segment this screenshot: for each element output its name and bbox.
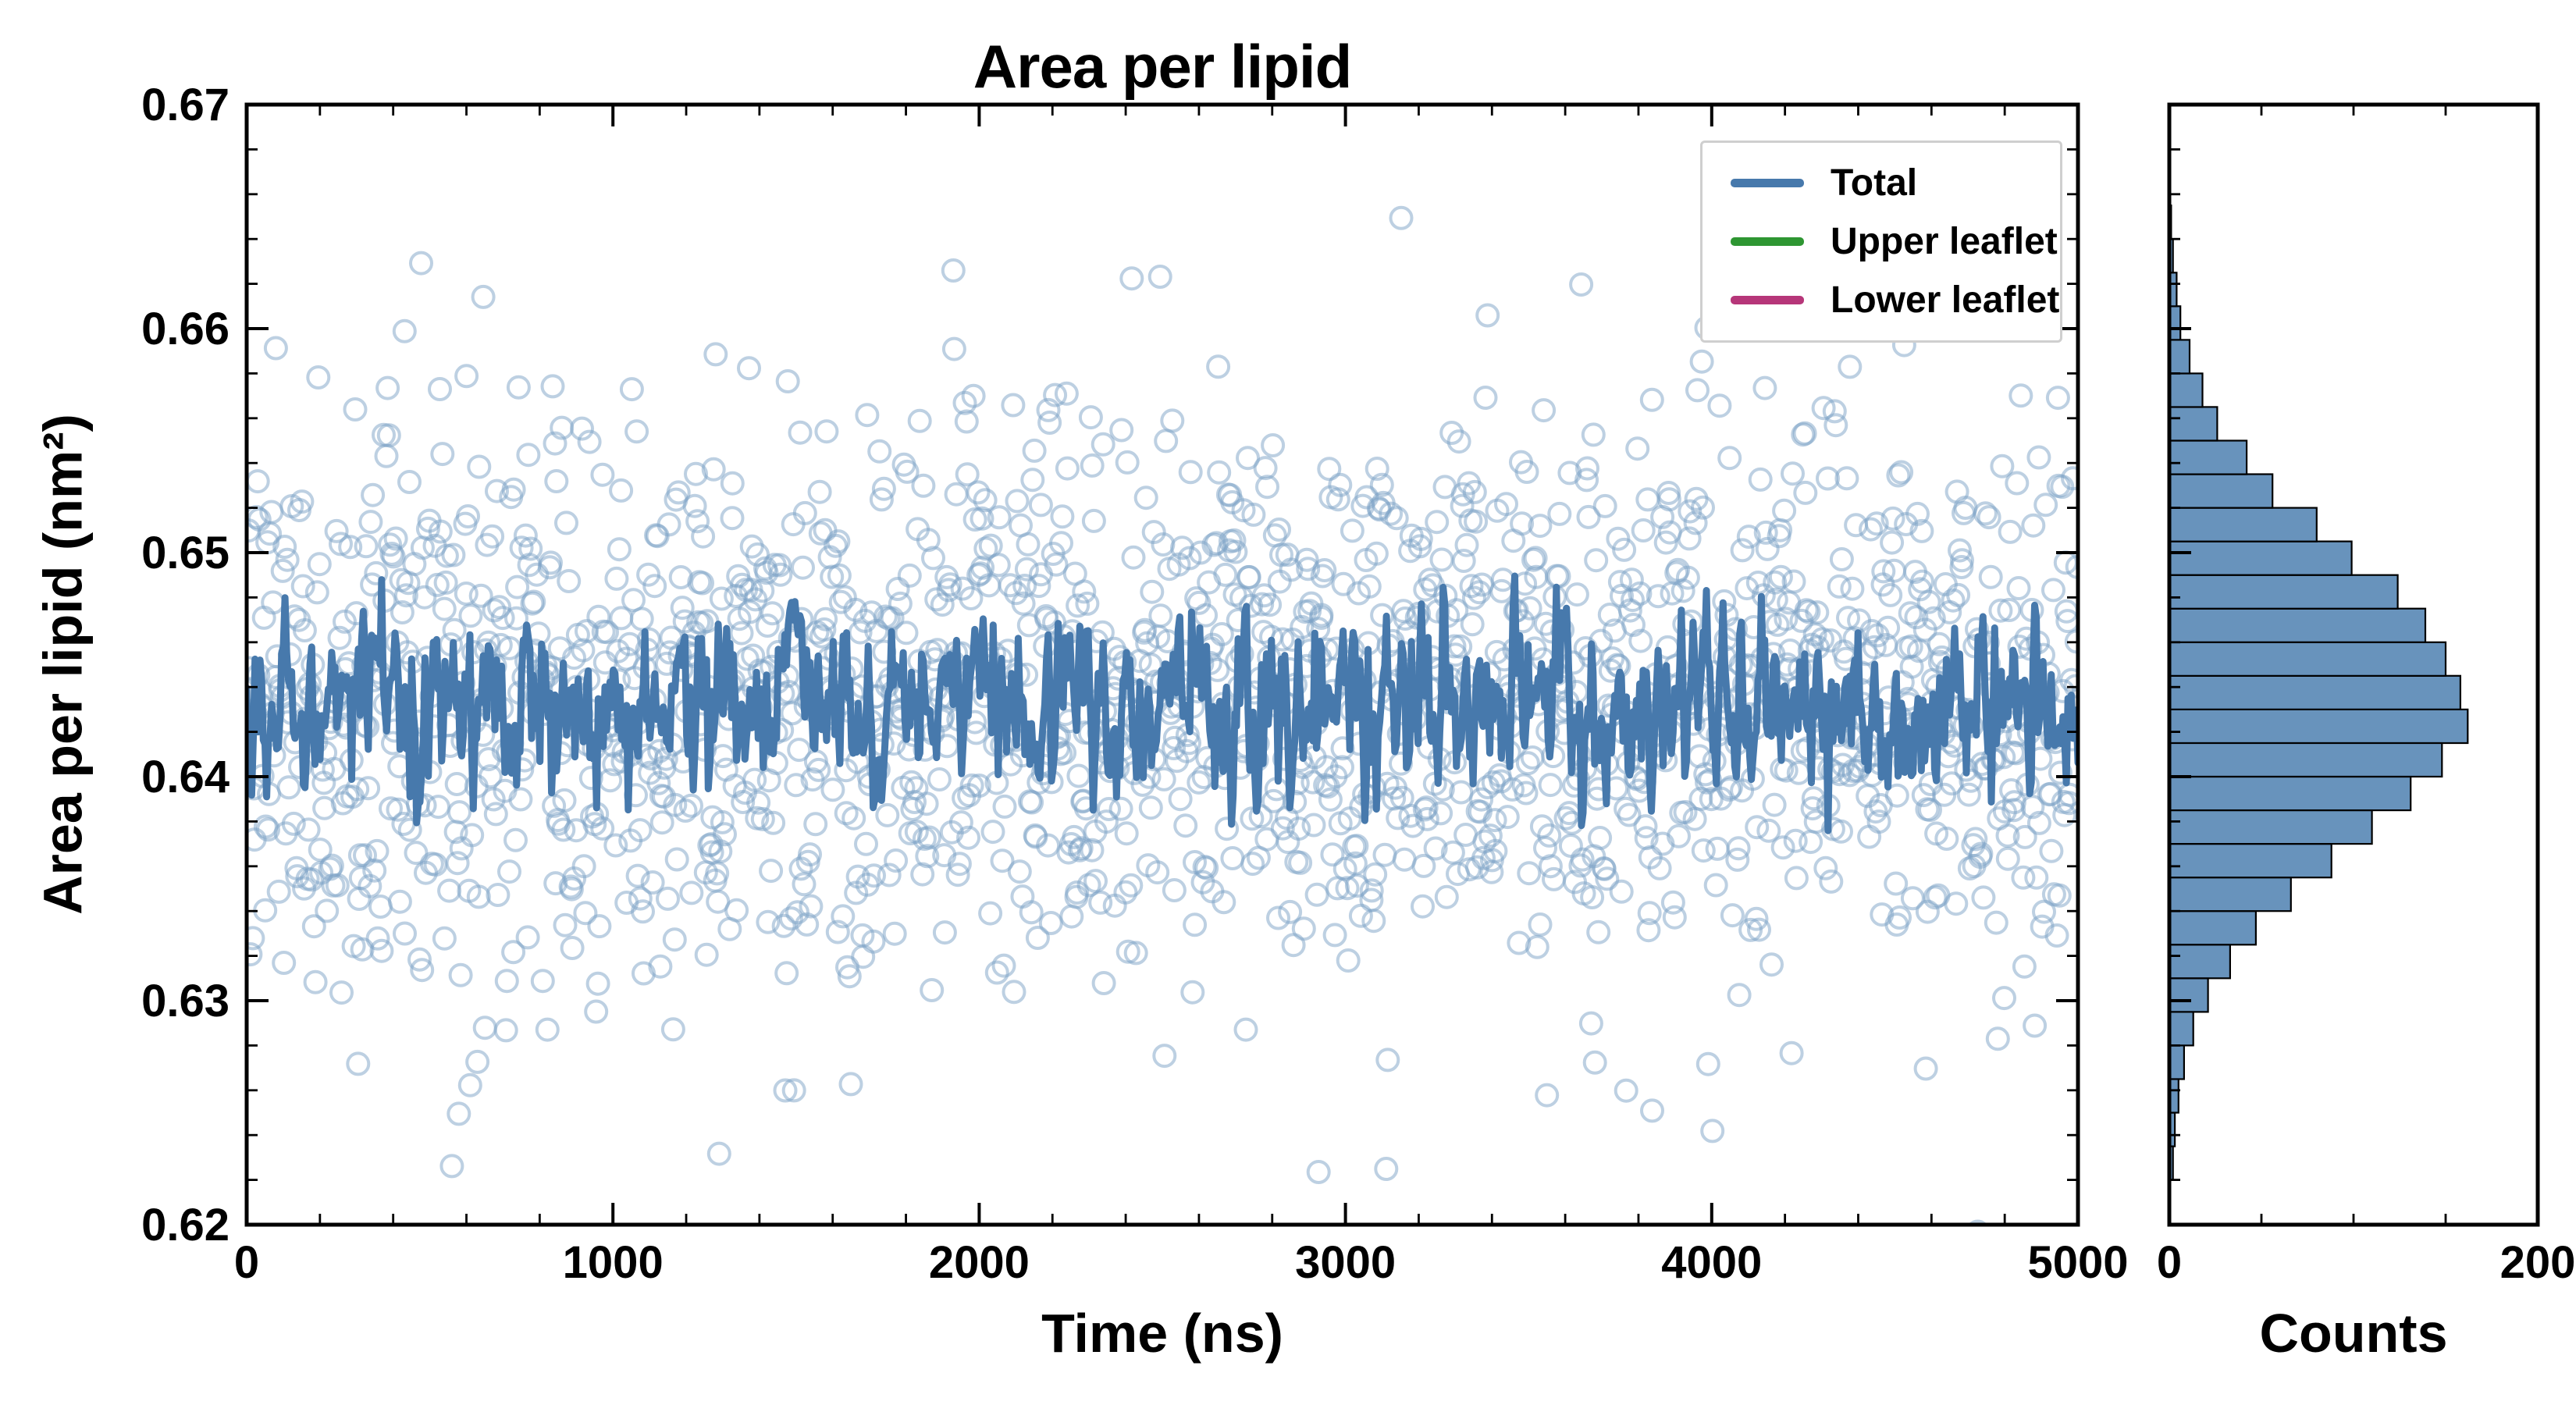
histogram-bar: [2169, 977, 2209, 1013]
histogram-bar: [2169, 742, 2443, 778]
tick-label: 0: [2157, 1237, 2182, 1288]
axis-ticks: [245, 103, 2539, 1226]
scatter-points: [247, 205, 2078, 1225]
histogram-bar: [2169, 641, 2447, 677]
tick-label: 0.63: [141, 976, 229, 1026]
tick-label: 0.67: [141, 80, 229, 130]
total-line: [247, 572, 2078, 834]
histogram-bar: [2169, 540, 2353, 576]
tick-label: 3000: [1295, 1237, 1396, 1288]
histogram-bar: [2169, 574, 2399, 610]
x-axis-label: Time (ns): [1041, 1303, 1283, 1364]
tick-label: 4000: [1661, 1237, 1762, 1288]
histogram-bar: [2169, 1044, 2185, 1080]
legend-line-swatch: [1731, 296, 1804, 304]
histogram-bar: [2169, 708, 2469, 745]
histogram-bar: [2169, 339, 2191, 375]
histogram-bar: [2169, 607, 2427, 643]
legend-label: Lower leaflet: [1831, 279, 2060, 321]
legend-entry: Upper leaflet: [1710, 212, 2058, 271]
histogram-bar: [2169, 842, 2332, 879]
histogram-bar: [2169, 944, 2232, 980]
histogram-bar: [2169, 372, 2204, 408]
legend-line-swatch: [1731, 179, 1804, 187]
histogram-bar: [2169, 910, 2258, 946]
tick-label: 0.66: [141, 304, 229, 354]
histogram-bar: [2169, 809, 2373, 845]
y-axis-label: Area per lipid (nm²): [32, 414, 94, 915]
legend: Total Upper leaflet Lower leaflet: [1700, 140, 2062, 343]
tick-label: 0.65: [141, 528, 229, 578]
histogram-bar: [2169, 674, 2461, 710]
tick-label: 1000: [563, 1237, 664, 1288]
legend-entry: Total: [1710, 154, 2052, 212]
tick-label: 0.62: [141, 1200, 229, 1250]
histogram-bar: [2169, 473, 2274, 509]
histogram-bar: [2169, 406, 2218, 442]
histogram-bar: [2169, 1011, 2194, 1047]
histogram-bar: [2169, 507, 2318, 542]
tick-label: 200: [2500, 1237, 2576, 1288]
legend-line-swatch: [1731, 237, 1804, 246]
tick-label: 2000: [929, 1237, 1030, 1288]
tick-label: 5000: [2027, 1237, 2128, 1288]
tick-labels: 0 1000 2000 3000 4000 50000.620.630.640.650.6…: [141, 80, 2575, 1288]
tick-label: 0: [234, 1237, 259, 1288]
legend-label: Total: [1831, 162, 1918, 204]
tick-label: 0.64: [141, 752, 229, 802]
legend-label: Upper leaflet: [1831, 221, 2058, 262]
legend-entry: Lower leaflet: [1710, 271, 2059, 329]
histogram-bar: [2169, 775, 2412, 812]
counts-axis-label: Counts: [2259, 1303, 2448, 1364]
histogram-bar: [2169, 876, 2292, 912]
chart-title: Area per lipid: [973, 32, 1352, 101]
histogram-bar: [2169, 439, 2248, 475]
histogram-bars: [2169, 205, 2469, 1181]
